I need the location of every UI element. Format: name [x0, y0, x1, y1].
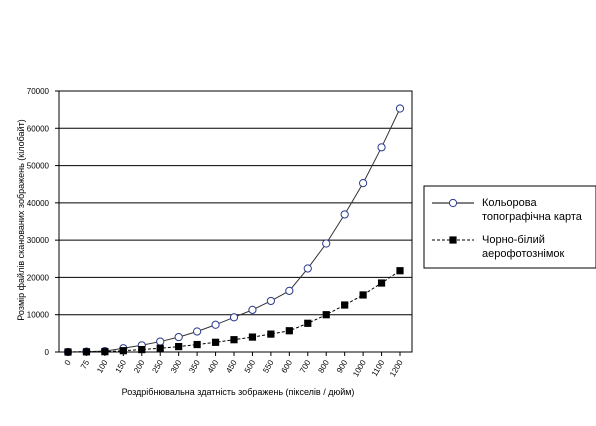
- data-point: [322, 311, 330, 319]
- legend-label: Чорно-білий: [482, 234, 545, 246]
- series: [63, 104, 405, 357]
- y-axis-title: Розмір файлів сканованих зображень (кіло…: [16, 119, 26, 320]
- data-point: [285, 286, 294, 295]
- x-tick-label: 0: [63, 358, 73, 367]
- data-point: [193, 340, 201, 349]
- y-tick-label: 10000: [27, 311, 50, 320]
- data-point: [119, 347, 127, 355]
- data-point: [156, 344, 164, 352]
- y-tick-label: 60000: [27, 124, 50, 133]
- data-point: [267, 330, 275, 338]
- x-axis-title: Роздрібнювальна здатність зображень (пік…: [122, 387, 355, 397]
- y-tick-label: 40000: [27, 199, 50, 208]
- data-point: [359, 291, 367, 299]
- data-point: [377, 279, 386, 287]
- data-point: [396, 267, 404, 275]
- y-tick-label: 50000: [27, 162, 50, 171]
- data-point: [395, 104, 405, 113]
- data-point: [303, 264, 312, 273]
- data-point: [175, 342, 183, 351]
- data-point: [248, 305, 257, 314]
- data-point: [156, 337, 165, 346]
- data-point: [248, 333, 257, 341]
- data-point: [193, 327, 202, 336]
- plot-area: [58, 90, 413, 353]
- data-point: [304, 319, 312, 327]
- data-point: [230, 336, 238, 344]
- data-point: [377, 143, 386, 152]
- data-point: [174, 332, 183, 342]
- data-point: [211, 338, 220, 346]
- legend-item-1: Кольорова топографічна карта: [432, 197, 583, 223]
- legend-label: топографічна карта: [482, 211, 583, 223]
- y-tick-label: 0: [45, 348, 50, 357]
- legend-label: аерофотознімок: [482, 248, 565, 260]
- data-point: [82, 348, 91, 356]
- legend-label: Кольорова: [482, 197, 538, 209]
- y-tick-label: 70000: [27, 87, 50, 96]
- data-point: [359, 178, 368, 188]
- y-tick-label: 20000: [27, 273, 50, 282]
- data-point: [266, 296, 275, 306]
- data-point: [341, 301, 349, 309]
- gridlines: [59, 127, 412, 316]
- y-tick-label: 30000: [27, 236, 50, 245]
- legend: Кольорова топографічна карта Чорно-білий ае…: [423, 185, 596, 269]
- data-point: [285, 327, 293, 335]
- legend-marker: [448, 198, 458, 208]
- series-2: [64, 267, 404, 356]
- data-point: [229, 313, 239, 322]
- data-point: [138, 345, 146, 354]
- data-point: [340, 210, 349, 219]
- data-point: [101, 348, 109, 356]
- data-point: [211, 320, 220, 329]
- data-point: [64, 348, 72, 356]
- legend-marker: [449, 236, 457, 244]
- legend-item-2: Чорно-білий аерофотознімок: [432, 234, 565, 260]
- y-axis: 0 10000 20000 30000 40000 50000 60000 70000: [27, 87, 59, 357]
- data-point: [322, 239, 331, 248]
